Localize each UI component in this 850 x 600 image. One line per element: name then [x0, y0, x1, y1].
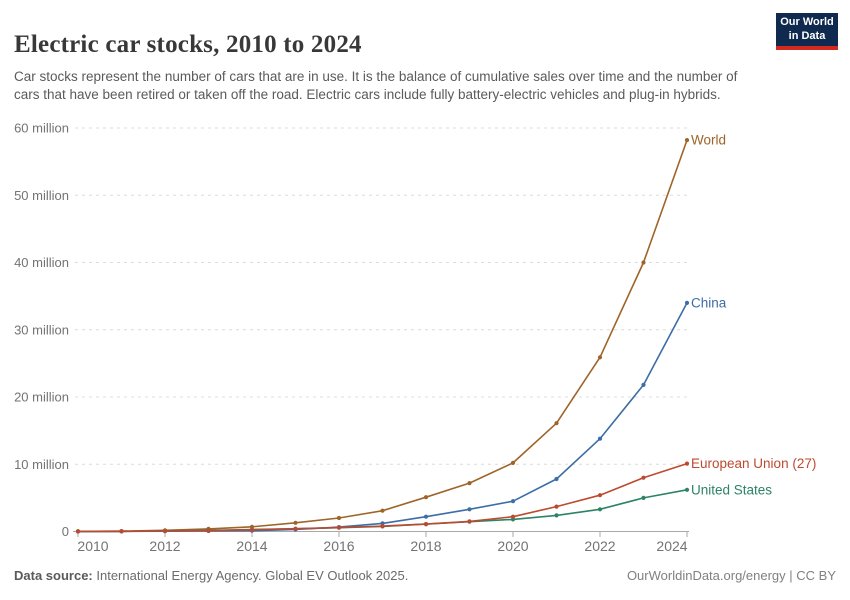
chart-footer: Data source: International Energy Agency… — [14, 568, 836, 583]
data-point-china-2024[interactable] — [684, 300, 690, 305]
x-axis-label-2012: 2012 — [149, 538, 180, 554]
data-point-european-union-27-2016[interactable] — [336, 525, 342, 530]
owid-logo-line1: Our World — [780, 16, 834, 29]
data-point-united-states-2022[interactable] — [597, 507, 603, 512]
y-axis-label-60: 60 million — [14, 121, 69, 136]
y-axis-label-0: 0 — [62, 524, 69, 539]
data-point-european-union-27-2023[interactable] — [641, 475, 646, 480]
data-source-text: International Energy Agency. Global EV O… — [92, 568, 409, 583]
y-axis-label-50: 50 million — [14, 188, 69, 203]
data-point-world-2015[interactable] — [293, 520, 298, 525]
x-axis-label-2024: 2024 — [656, 538, 687, 554]
data-point-european-union-27-2012[interactable] — [162, 528, 168, 534]
data-point-european-union-27-2021[interactable] — [554, 504, 559, 509]
data-point-united-states-2024[interactable] — [684, 487, 690, 492]
data-source-label: Data source: — [14, 568, 93, 583]
data-point-united-states-2021[interactable] — [554, 513, 559, 518]
owid-logo-line2: in Data — [788, 29, 826, 42]
series-label-united-states[interactable]: United States — [691, 482, 772, 497]
data-point-european-union-27-2015[interactable] — [293, 526, 298, 531]
x-axis-label-2016: 2016 — [323, 538, 354, 554]
data-point-world-2017[interactable] — [380, 508, 385, 513]
data-point-china-2023[interactable] — [641, 382, 646, 387]
data-point-european-union-27-2024[interactable] — [684, 461, 690, 466]
x-axis-label-2022: 2022 — [584, 538, 615, 554]
y-axis-label-10: 10 million — [14, 457, 69, 472]
x-axis-label-2018: 2018 — [410, 538, 441, 554]
x-axis-label-2020: 2020 — [497, 538, 528, 554]
series-line-world[interactable] — [77, 139, 688, 533]
data-point-china-2020[interactable] — [510, 499, 516, 504]
data-point-world-2024[interactable] — [684, 138, 690, 143]
data-point-world-2023[interactable] — [641, 260, 646, 265]
data-point-world-2021[interactable] — [554, 421, 559, 426]
data-point-european-union-27-2020[interactable] — [510, 514, 516, 519]
x-axis-label-2014: 2014 — [236, 538, 267, 554]
data-source-note: Data source: International Energy Agency… — [14, 568, 408, 583]
chart-title: Electric car stocks, 2010 to 2024 — [14, 30, 362, 58]
series-label-world[interactable]: World — [691, 133, 726, 148]
data-point-european-union-27-2019[interactable] — [467, 519, 472, 524]
data-point-european-union-27-2018[interactable] — [423, 522, 429, 527]
data-point-china-2018[interactable] — [423, 514, 429, 519]
data-point-european-union-27-2017[interactable] — [380, 524, 385, 529]
series-label-china[interactable]: China — [691, 295, 727, 310]
y-axis-label-20: 20 million — [14, 390, 69, 405]
owid-logo[interactable]: Our World in Data — [776, 13, 838, 50]
data-point-china-2021[interactable] — [554, 476, 559, 482]
data-point-china-2019[interactable] — [467, 507, 472, 512]
series-line-european-union-27[interactable] — [77, 462, 688, 533]
data-point-world-2022[interactable] — [597, 355, 603, 360]
data-point-world-2016[interactable] — [336, 515, 342, 521]
data-point-united-states-2023[interactable] — [641, 495, 646, 500]
series-label-european-union-27[interactable]: European Union (27) — [691, 456, 816, 471]
data-point-european-union-27-2010[interactable] — [75, 529, 81, 534]
y-axis-label-30: 30 million — [14, 322, 69, 337]
data-point-world-2018[interactable] — [423, 495, 429, 500]
chart-subtitle: Car stocks represent the number of cars … — [14, 68, 738, 103]
y-axis-label-40: 40 million — [14, 255, 69, 270]
data-point-china-2022[interactable] — [597, 436, 603, 441]
data-point-world-2020[interactable] — [510, 460, 516, 465]
data-point-european-union-27-2022[interactable] — [597, 493, 603, 498]
license-note[interactable]: OurWorldinData.org/energy | CC BY — [626, 568, 836, 583]
data-point-world-2019[interactable] — [467, 481, 472, 486]
data-point-european-union-27-2014[interactable] — [249, 527, 255, 532]
data-point-european-union-27-2013[interactable] — [206, 528, 211, 533]
x-axis-label-2010: 2010 — [77, 538, 108, 554]
data-point-european-union-27-2011[interactable] — [119, 529, 124, 534]
